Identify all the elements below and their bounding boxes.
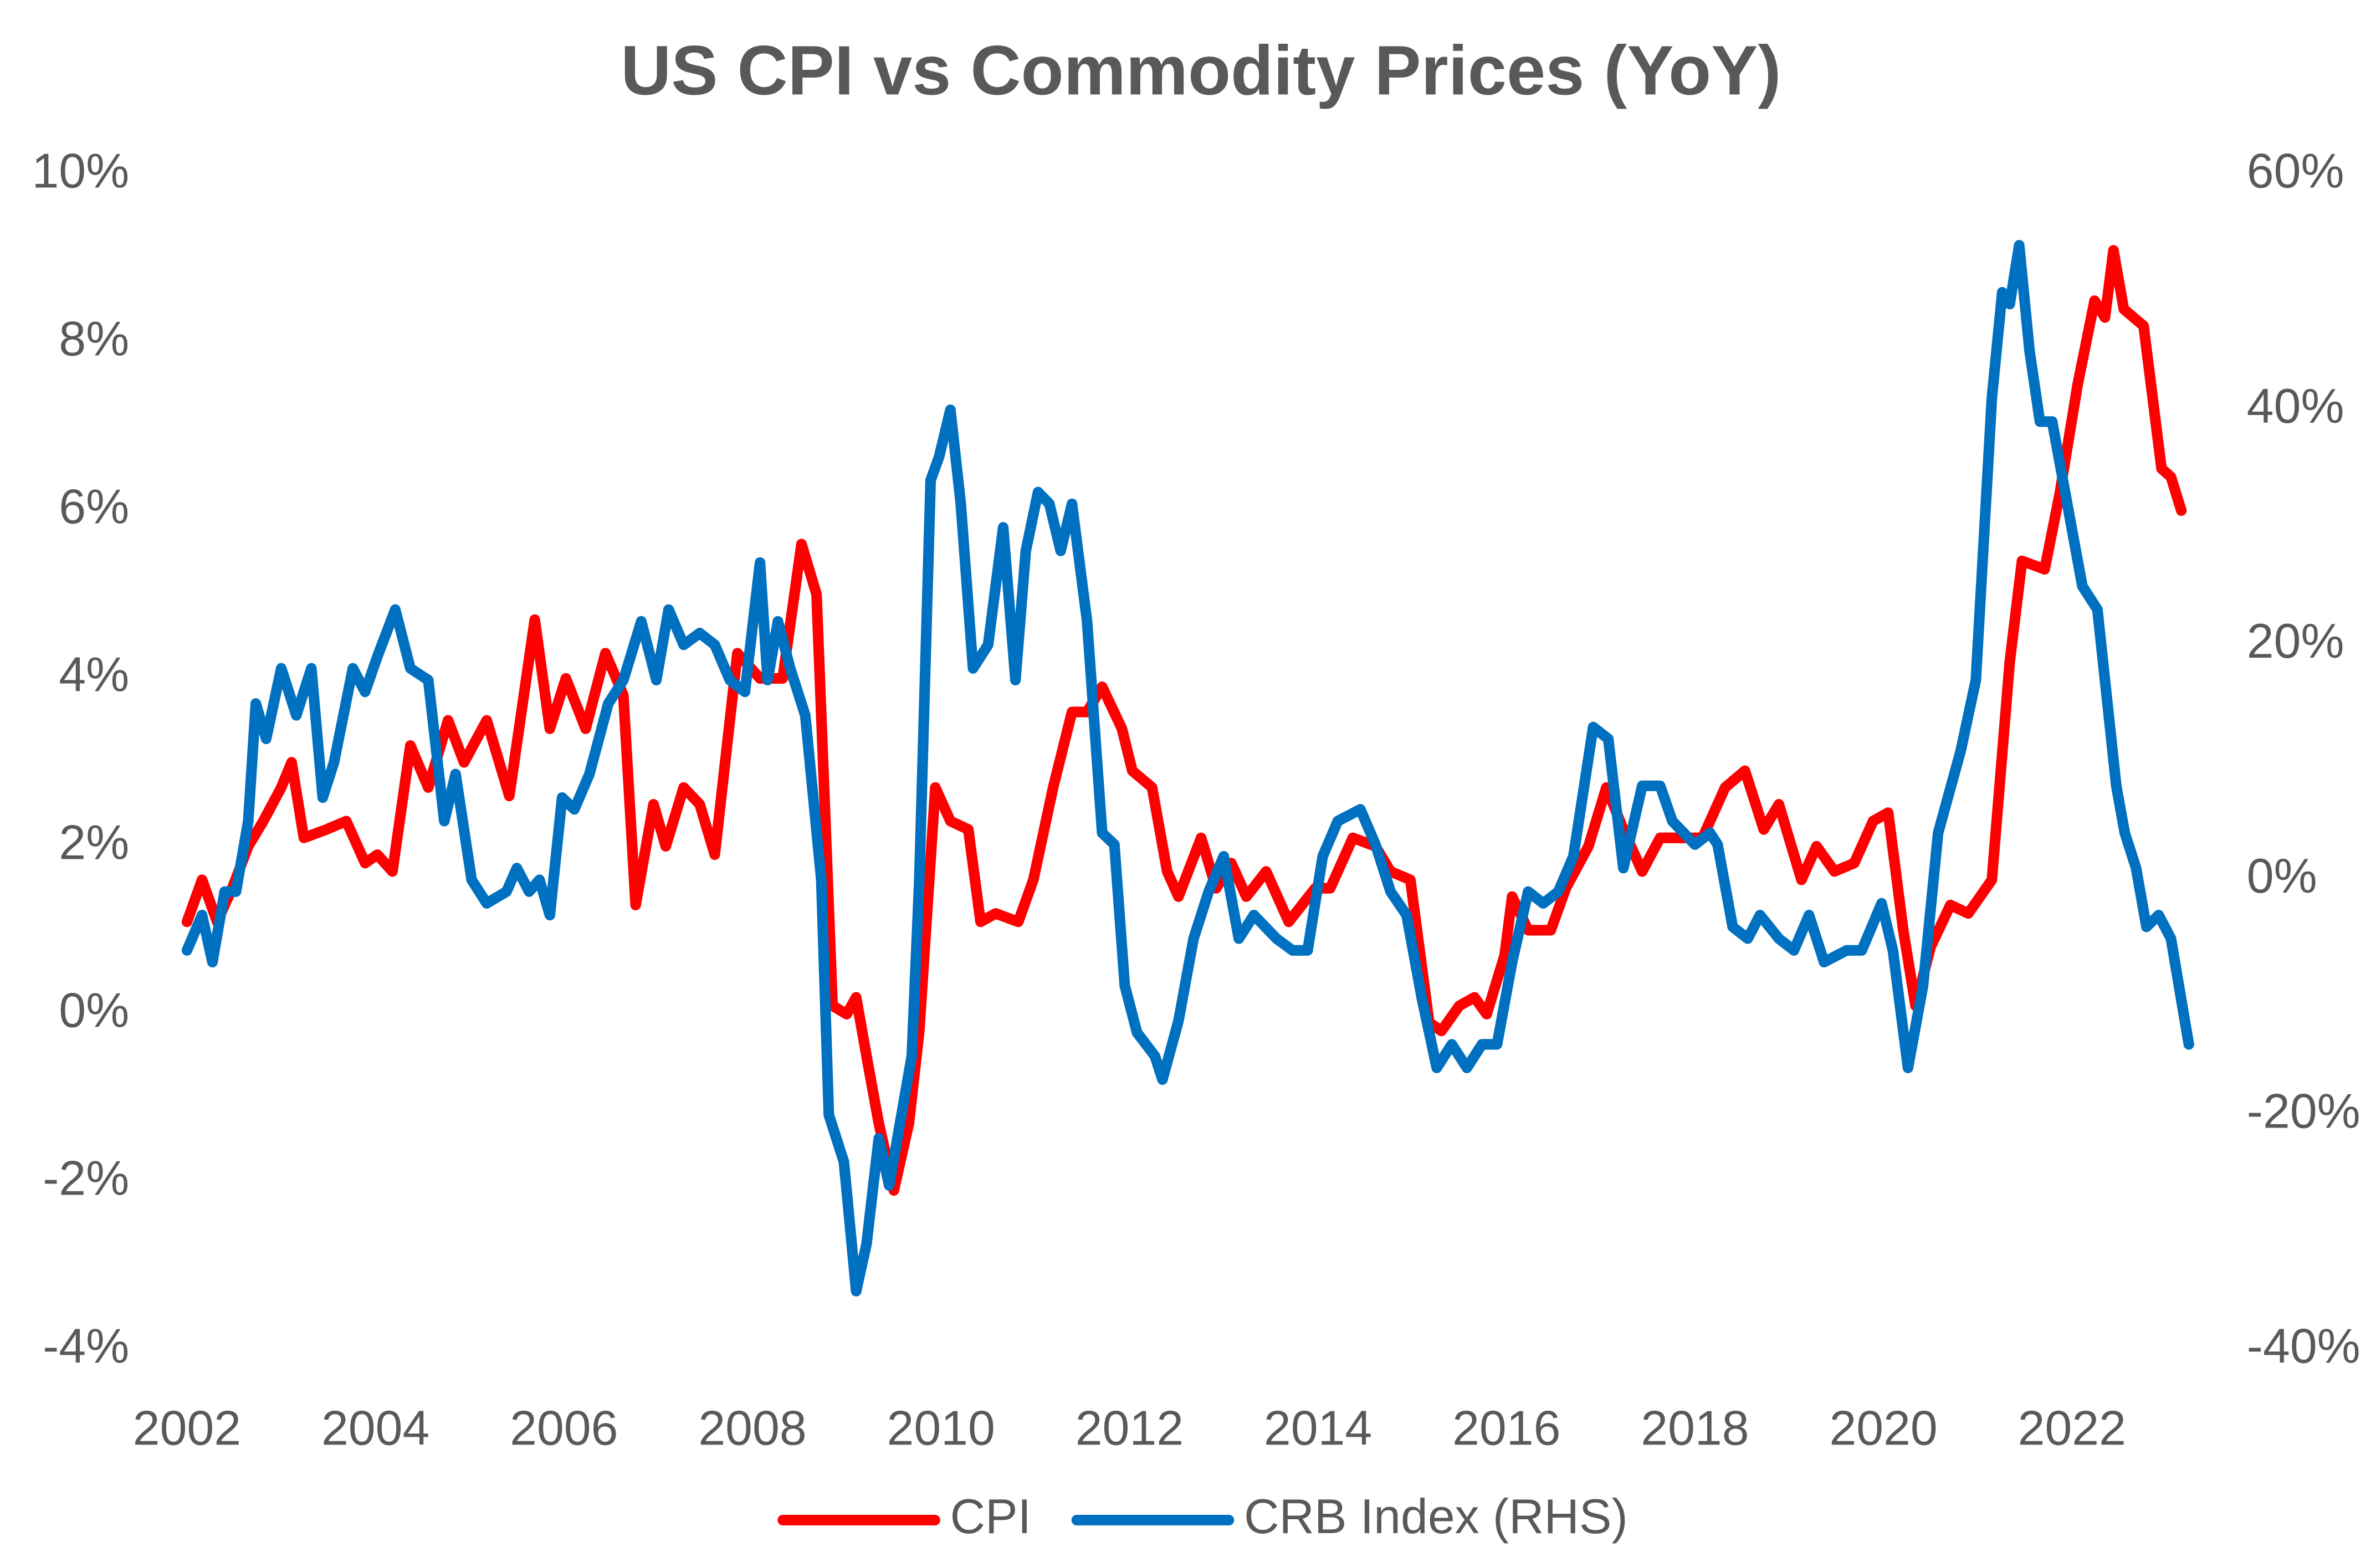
x-tick-label: 2004 [321,1401,429,1456]
line-series [181,240,2194,1297]
x-tick-label: 2020 [1829,1401,1937,1456]
y2-tick-label: 20% [2247,614,2344,668]
y2-tick-label: 0% [2247,849,2317,903]
line-series [181,245,2187,1196]
y2-tick-label: -40% [2247,1319,2360,1373]
y-tick-label: 0% [59,983,129,1038]
x-tick-label: 2014 [1264,1401,1372,1456]
y-tick-label: 10% [32,144,129,198]
x-tick-label: 2018 [1641,1401,1749,1456]
y2-tick-label: -20% [2247,1084,2360,1138]
y-tick-label: 4% [59,648,129,702]
x-tick-label: 2012 [1076,1401,1184,1456]
x-tick-label: 2022 [2018,1401,2126,1456]
x-tick-label: 2008 [698,1401,806,1456]
chart-title: US CPI vs Commodity Prices (YoY) [621,32,1781,110]
y2-tick-label: 60% [2247,144,2344,198]
y-tick-label: 6% [59,480,129,534]
y-tick-label: 2% [59,816,129,870]
legend-label: CRB Index (RHS) [1244,1489,1628,1544]
y-tick-label: -2% [43,1151,129,1206]
legend-label: CPI [950,1489,1031,1544]
x-tick-label: 2010 [887,1401,995,1456]
y-tick-label: 8% [59,312,129,366]
x-tick-label: 2006 [510,1401,618,1456]
x-tick-label: 2002 [133,1401,241,1456]
y2-tick-label: 40% [2247,379,2344,433]
x-tick-label: 2016 [1452,1401,1560,1456]
y-tick-label: -4% [43,1319,129,1373]
